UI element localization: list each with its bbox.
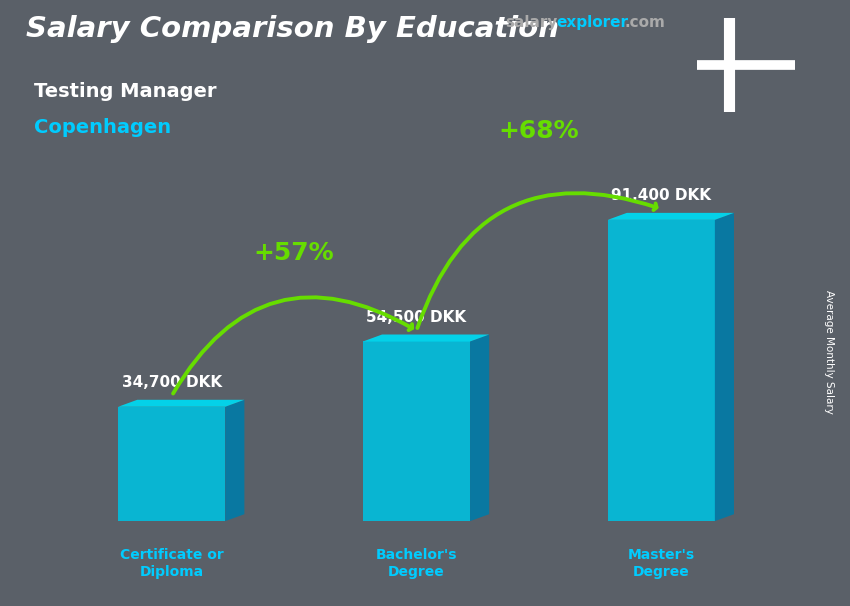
Text: Certificate or
Diploma: Certificate or Diploma [120, 548, 224, 579]
Text: explorer: explorer [557, 15, 629, 30]
Text: salary: salary [506, 15, 558, 30]
Polygon shape [608, 213, 734, 220]
Polygon shape [470, 335, 490, 521]
Text: Salary Comparison By Education: Salary Comparison By Education [26, 15, 558, 43]
Text: +68%: +68% [499, 119, 579, 144]
Polygon shape [363, 335, 490, 342]
Bar [363, 342, 470, 521]
Text: Bachelor's
Degree: Bachelor's Degree [376, 548, 457, 579]
Text: Average Monthly Salary: Average Monthly Salary [824, 290, 834, 413]
Polygon shape [118, 400, 245, 407]
Text: .com: .com [625, 15, 666, 30]
Text: 54,500 DKK: 54,500 DKK [366, 310, 467, 325]
Bar [608, 220, 715, 521]
Polygon shape [715, 213, 734, 521]
Text: Copenhagen: Copenhagen [34, 118, 171, 137]
Text: 34,700 DKK: 34,700 DKK [122, 375, 222, 390]
Text: +57%: +57% [254, 241, 334, 265]
Text: Master's
Degree: Master's Degree [628, 548, 694, 579]
Text: Testing Manager: Testing Manager [34, 82, 217, 101]
Bar [118, 407, 225, 521]
Text: 91,400 DKK: 91,400 DKK [611, 188, 711, 203]
Polygon shape [225, 400, 245, 521]
